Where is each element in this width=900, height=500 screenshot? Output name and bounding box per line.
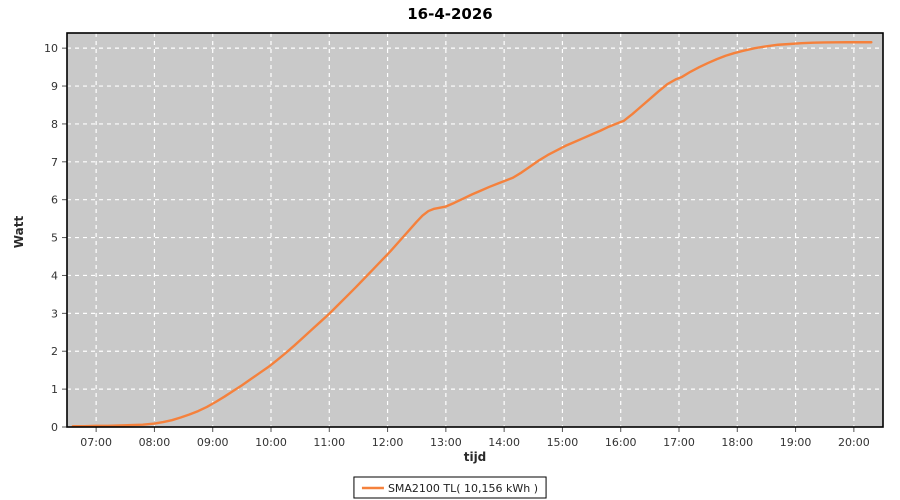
x-tick-label: 19:00 xyxy=(780,436,812,449)
y-axis-title: Watt xyxy=(12,216,26,249)
x-tick-label: 08:00 xyxy=(139,436,171,449)
y-tick-label: 9 xyxy=(51,80,58,93)
x-tick-label: 20:00 xyxy=(838,436,870,449)
x-tick-label: 13:00 xyxy=(430,436,462,449)
x-tick-label: 11:00 xyxy=(313,436,345,449)
legend-entry-label: SMA2100 TL( 10,156 kWh ) xyxy=(388,482,538,495)
y-axis-tick-labels: 0 1 2 3 4 5 6 7 8 9 10 xyxy=(44,42,58,434)
x-tick-label: 17:00 xyxy=(663,436,695,449)
x-tick-label: 12:00 xyxy=(372,436,404,449)
gridlines xyxy=(67,33,883,427)
y-tick-label: 0 xyxy=(51,421,58,434)
x-axis-tick-labels: 07:00 08:00 09:00 10:00 11:00 12:00 13:00 14:00… xyxy=(80,436,869,449)
y-tick-label: 6 xyxy=(51,194,58,207)
x-tick-label: 07:00 xyxy=(80,436,112,449)
x-tick-label: 14:00 xyxy=(488,436,520,449)
x-tick-label: 09:00 xyxy=(197,436,229,449)
y-tick-label: 1 xyxy=(51,383,58,396)
plot-area-background xyxy=(67,33,883,427)
x-tick-label: 18:00 xyxy=(721,436,753,449)
chart-legend: SMA2100 TL( 10,156 kWh ) xyxy=(353,476,547,499)
y-tick-label: 8 xyxy=(51,118,58,131)
x-tick-label: 16:00 xyxy=(605,436,637,449)
y-tick-label: 7 xyxy=(51,156,58,169)
y-tick-label: 10 xyxy=(44,42,58,55)
y-tick-label: 3 xyxy=(51,307,58,320)
plot-area-border xyxy=(66,32,884,428)
y-tick-label: 5 xyxy=(51,232,58,245)
legend-box xyxy=(353,476,547,499)
chart-title: 16-4-2026 xyxy=(407,5,493,23)
x-tick-label: 10:00 xyxy=(255,436,287,449)
tickmarks xyxy=(62,47,855,432)
series-line-0 xyxy=(71,41,873,428)
y-tick-label: 2 xyxy=(51,345,58,358)
data-series-layer xyxy=(71,41,873,428)
y-tick-label: 4 xyxy=(51,269,58,282)
x-axis-title: tijd xyxy=(464,450,487,464)
x-tick-label: 15:00 xyxy=(547,436,579,449)
